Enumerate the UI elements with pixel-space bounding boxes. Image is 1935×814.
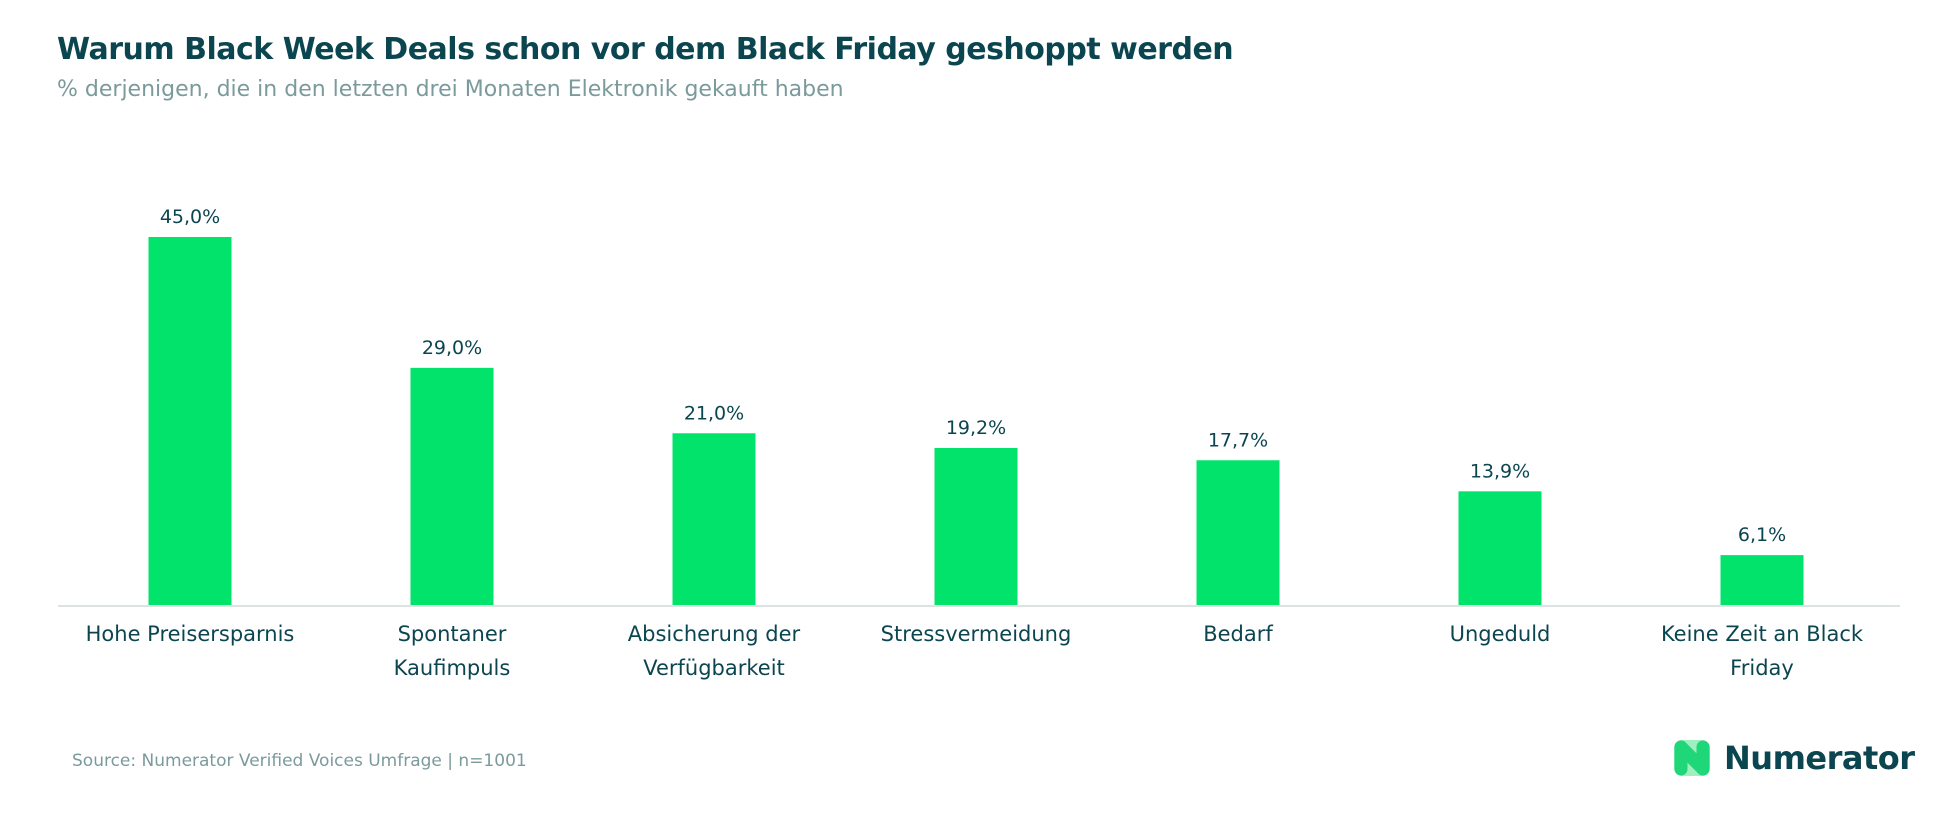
data-label: 6,1% (1738, 524, 1786, 546)
chart-title: Warum Black Week Deals schon vor dem Bla… (57, 32, 1234, 67)
data-label: 29,0% (422, 337, 482, 359)
bar (1196, 460, 1280, 605)
category-label: Friday (1730, 656, 1794, 680)
data-label: 21,0% (684, 402, 744, 424)
data-label: 19,2% (946, 417, 1006, 439)
chart-subtitle: % derjenigen, die in den letzten drei Mo… (57, 77, 844, 102)
category-label: Ungeduld (1450, 622, 1551, 646)
data-label: 13,9% (1470, 460, 1530, 482)
category-label: Kaufimpuls (394, 656, 511, 680)
bar (934, 447, 1018, 605)
bar (1458, 491, 1542, 605)
category-label: Bedarf (1203, 622, 1273, 646)
numerator-logo-icon (1674, 740, 1710, 776)
numerator-logo: Numerator (1672, 738, 1915, 778)
category-label: Absicherung der (628, 622, 801, 646)
category-label: Verfügbarkeit (643, 656, 785, 680)
numerator-logo-text: Numerator (1724, 739, 1915, 777)
data-label: 17,7% (1208, 429, 1268, 451)
category-label: Hohe Preisersparnis (86, 622, 295, 646)
category-label: Keine Zeit an Black (1661, 622, 1864, 646)
source-note: Source: Numerator Verified Voices Umfrag… (72, 751, 527, 771)
bar (148, 237, 232, 605)
bar (1720, 555, 1804, 605)
category-label: Stressvermeidung (881, 622, 1072, 646)
bar (672, 433, 756, 605)
category-label: Spontaner (398, 622, 507, 646)
data-label: 45,0% (160, 206, 220, 228)
bar (410, 367, 494, 605)
